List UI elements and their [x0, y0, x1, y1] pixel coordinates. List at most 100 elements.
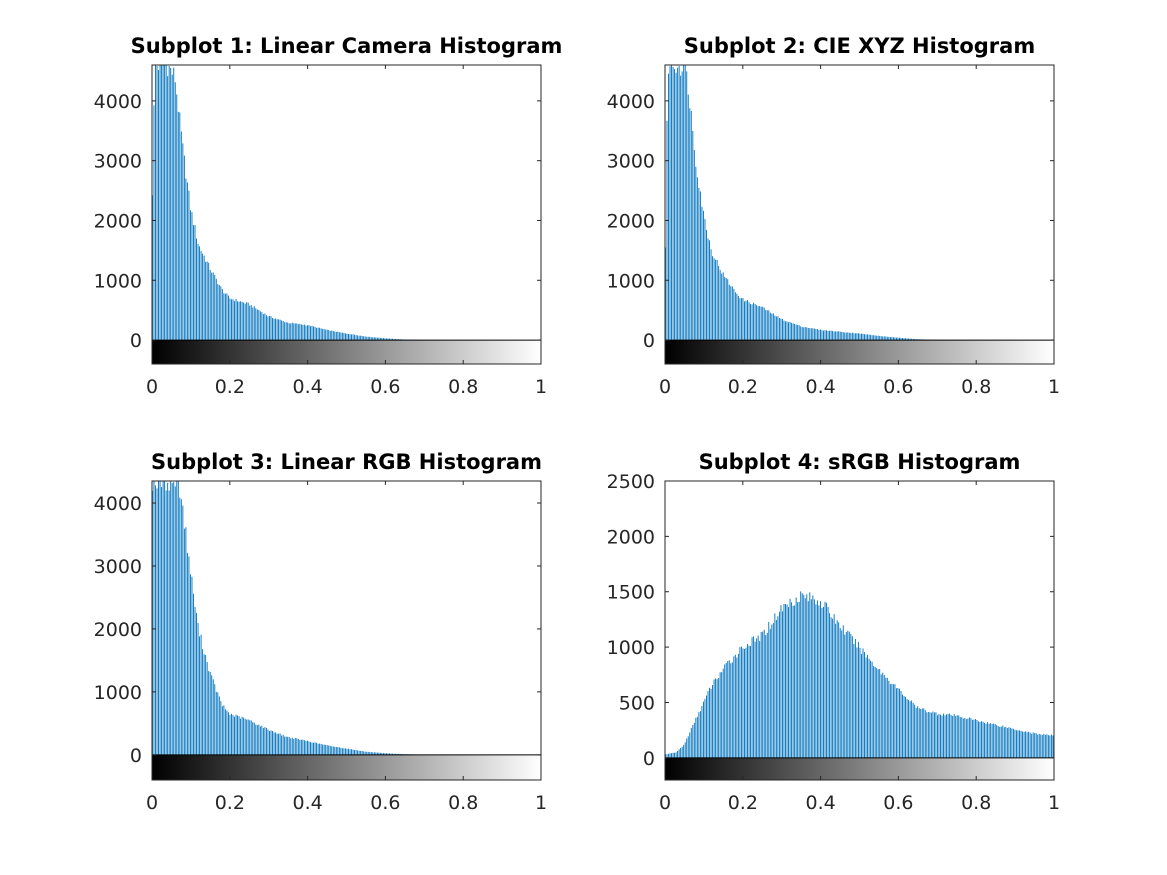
subplot-4-bar [702, 701, 704, 758]
subplot-2-bar [730, 286, 732, 341]
subplot-1-axes-box [151, 64, 542, 365]
subplot-4-bar [786, 604, 788, 758]
subplot-1-bar [261, 312, 263, 341]
subplot-3-bar [360, 750, 362, 755]
subplot-3-bar [158, 481, 159, 755]
subplot-1-bar [165, 65, 167, 341]
subplot-1-bar [270, 316, 272, 341]
subplot-4-bar [968, 717, 970, 758]
subplot-1-bar [305, 325, 307, 341]
subplot-3-bar [357, 750, 359, 755]
subplot-4-xtick-label: 0.6 [883, 792, 913, 814]
subplot-4-bar [906, 698, 908, 758]
subplot-3-bar [328, 745, 330, 755]
subplot-4-bar [1035, 733, 1037, 758]
subplot-3-bar [343, 748, 345, 755]
subplot-3-bar [375, 752, 377, 755]
subplot-3-bar [364, 751, 366, 755]
subplot-4-bar [956, 715, 958, 758]
subplot-4-bar [812, 595, 814, 758]
subplot-2-bar [792, 323, 794, 341]
subplot-4-bar [689, 732, 691, 758]
subplot-3-bar [366, 751, 368, 755]
subplot-2-bar [883, 336, 885, 341]
subplot-4-bar [772, 622, 774, 758]
subplot-4-bar [959, 717, 961, 758]
subplot-3-bar [311, 742, 313, 755]
subplot-3-bar [367, 751, 369, 755]
subplot-1-bar [167, 76, 169, 341]
subplot-4-bar [757, 635, 759, 758]
subplot-2-bar [668, 73, 669, 341]
subplot-2-bar [803, 327, 805, 341]
subplot-4-bar [695, 717, 697, 758]
subplot-1-bar [291, 322, 293, 341]
subplot-4-bar [707, 691, 709, 758]
subplot-2-bar [698, 188, 700, 341]
subplot-3-bar [206, 662, 208, 755]
subplot-3-bar [252, 722, 254, 755]
subplot-4-bar [1052, 735, 1054, 758]
subplot-3-bar [261, 725, 263, 755]
subplot-3-bar [217, 692, 219, 755]
subplot-2-bar [853, 333, 855, 341]
subplot-1-bar [240, 301, 242, 341]
subplot-2-bar [775, 316, 777, 341]
subplot-3-bar [226, 710, 228, 755]
subplot-3-bar [338, 747, 340, 755]
subplot-4-bar [777, 616, 779, 758]
subplot-4-bar [712, 684, 714, 758]
subplot-4-bar [883, 674, 885, 758]
subplot-3-bar [349, 749, 351, 755]
subplot-3-bar [355, 750, 357, 755]
subplot-1-bar [211, 272, 213, 341]
subplot-1-xtick-label: 1 [535, 376, 547, 398]
subplot-1-bar [174, 82, 176, 341]
subplot-1-bar [202, 253, 204, 341]
subplot-2-bar [704, 218, 706, 341]
subplot-1-bar [294, 323, 296, 341]
subplot-2-bar [733, 288, 735, 341]
subplot-2-bar [690, 110, 692, 341]
subplot-1-bar [319, 327, 321, 341]
subplot-4-bar [952, 716, 954, 758]
subplot-3-bar [316, 742, 318, 755]
subplot-1-bar [348, 334, 349, 341]
subplot-1-bar [386, 338, 387, 341]
subplot-1-bar [235, 298, 237, 341]
subplot-4-bar [908, 699, 910, 758]
subplot-1-ytick-label: 0 [130, 330, 142, 352]
subplot-3-bar [262, 728, 264, 755]
subplot-4-bar [967, 718, 969, 758]
subplot-4-bar [946, 714, 948, 758]
subplot-3-bar [168, 490, 170, 755]
subplot-4-bar [809, 592, 811, 758]
subplot-2-bar [707, 238, 709, 341]
subplot-1-bar [273, 318, 275, 341]
subplot-4-bar [999, 726, 1001, 758]
subplot-4-bar [737, 653, 739, 758]
subplot-4-bar [1017, 730, 1019, 758]
subplot-4-bar [847, 630, 849, 758]
subplot-3-bar [203, 654, 205, 755]
subplot-3-bar [164, 481, 166, 755]
subplot-1-xtick-label: 0.6 [370, 376, 400, 398]
subplot-2-bar [879, 335, 881, 341]
subplot-1-bar [311, 325, 313, 341]
subplot-3-bar [354, 750, 356, 755]
subplot-4-bar [1009, 727, 1011, 758]
subplot-4-bar [1003, 727, 1005, 758]
subplot-1-bar [250, 305, 252, 341]
subplot-1-bar [197, 244, 199, 341]
subplot-2-bar [914, 338, 916, 341]
subplot-3-bar [255, 724, 257, 755]
subplot-4-bar [842, 625, 844, 758]
subplot-1-bar [209, 270, 211, 341]
subplot-4-bar [1044, 734, 1046, 758]
subplot-1-bar [182, 143, 184, 341]
subplot-4-bar [803, 594, 805, 758]
subplot-3-xtick-label: 1 [535, 792, 547, 814]
subplot-1-bar [308, 325, 310, 341]
subplot-3-bar [182, 505, 184, 755]
